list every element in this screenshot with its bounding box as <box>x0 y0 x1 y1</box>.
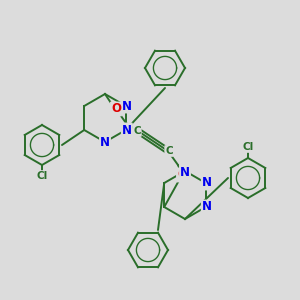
Text: O: O <box>111 103 121 116</box>
Text: N: N <box>202 176 212 190</box>
Text: N: N <box>100 136 110 148</box>
Text: O: O <box>177 169 187 182</box>
Text: N: N <box>122 124 132 136</box>
Text: C: C <box>165 146 173 156</box>
Text: Cl: Cl <box>36 171 48 181</box>
Text: C: C <box>133 126 141 136</box>
Text: N: N <box>122 100 132 112</box>
Text: Cl: Cl <box>242 142 253 152</box>
Text: N: N <box>180 166 190 178</box>
Text: N: N <box>202 200 212 214</box>
